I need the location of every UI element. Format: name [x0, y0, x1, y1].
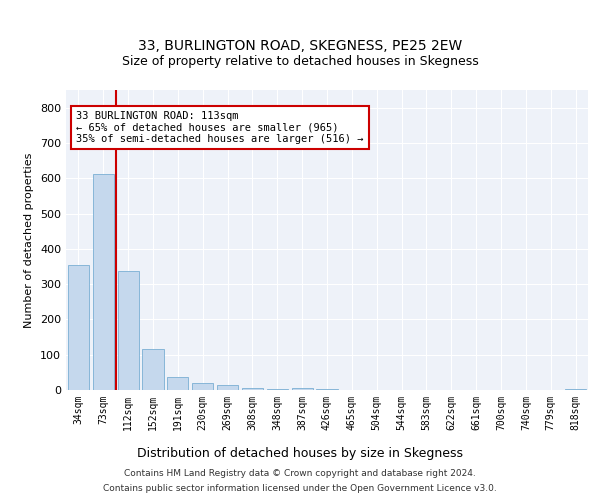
Text: Distribution of detached houses by size in Skegness: Distribution of detached houses by size … [137, 448, 463, 460]
Text: Contains public sector information licensed under the Open Government Licence v3: Contains public sector information licen… [103, 484, 497, 493]
Text: 33, BURLINGTON ROAD, SKEGNESS, PE25 2EW: 33, BURLINGTON ROAD, SKEGNESS, PE25 2EW [138, 38, 462, 52]
Text: Contains HM Land Registry data © Crown copyright and database right 2024.: Contains HM Land Registry data © Crown c… [124, 469, 476, 478]
Bar [242, 388, 263, 390]
Bar [142, 350, 164, 390]
Bar [68, 264, 89, 390]
Bar [118, 270, 139, 390]
Bar [217, 385, 238, 390]
Bar [192, 383, 213, 390]
Text: 33 BURLINGTON ROAD: 113sqm
← 65% of detached houses are smaller (965)
35% of sem: 33 BURLINGTON ROAD: 113sqm ← 65% of deta… [76, 111, 364, 144]
Bar [565, 388, 586, 390]
Text: Size of property relative to detached houses in Skegness: Size of property relative to detached ho… [122, 54, 478, 68]
Y-axis label: Number of detached properties: Number of detached properties [25, 152, 34, 328]
Bar [292, 388, 313, 390]
Bar [93, 174, 114, 390]
Bar [167, 376, 188, 390]
